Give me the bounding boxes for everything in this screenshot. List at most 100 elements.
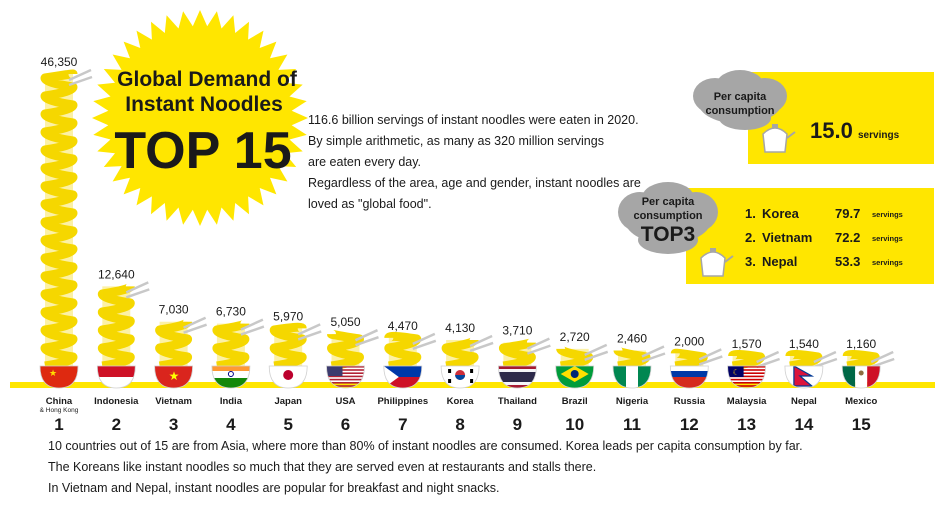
description-line: loved as "global food".: [308, 197, 432, 211]
bar-group: 2,000 Russia 12: [669, 334, 723, 434]
value-label: 4,470: [388, 319, 418, 333]
top3-value-3: 53.3: [835, 254, 860, 269]
noodle-bar-fill: [331, 334, 360, 366]
bar-group: 2,460 Nigeria 11: [612, 332, 666, 434]
category-label: Brazil: [562, 396, 588, 407]
bar-group: 1,160 Mexico 15: [841, 337, 895, 434]
category-label: India: [220, 396, 243, 407]
title-badge: Global Demand of Instant Noodles TOP 15: [92, 10, 308, 226]
top3-country-1: Korea: [762, 206, 800, 221]
bar-group: 4,470 Philippines 7: [377, 319, 437, 434]
value-label: 1,160: [846, 337, 876, 351]
rank-label: 4: [226, 415, 236, 434]
bar-group: 4,130 Korea 8: [440, 321, 494, 434]
noodle-bar-fill: [102, 286, 131, 366]
chopstick-icon: [68, 75, 93, 87]
noodle-bar-fill: [732, 356, 761, 366]
per-capita-value: 15.0: [810, 118, 853, 143]
chopstick-icon: [584, 350, 609, 362]
chopstick-icon: [125, 288, 150, 299]
rank-label: 12: [680, 415, 699, 434]
chopstick-icon: [68, 68, 92, 82]
noodle-bar-fill: [216, 323, 245, 366]
chopstick-icon: [354, 329, 379, 342]
noodle-bar-fill: [789, 356, 818, 366]
top3-unit-1: servings: [872, 210, 903, 219]
noodle-bar: [269, 322, 307, 371]
value-label: 1,540: [789, 337, 819, 351]
noodle-bar-fill: [45, 74, 73, 366]
category-label: Korea: [447, 396, 475, 407]
chopstick-icon: [698, 348, 722, 361]
rank-label: 11: [623, 415, 641, 434]
chopstick-icon: [297, 323, 321, 336]
noodle-bar-fill: [675, 353, 704, 366]
category-label: Philippines: [377, 396, 428, 407]
top3-rank-2: 2.: [745, 230, 756, 245]
value-label: 12,640: [98, 267, 135, 281]
description-line: 116.6 billion servings of instant noodle…: [308, 113, 639, 127]
chopstick-icon: [183, 323, 208, 334]
bar-group: 5,970 Japan 5: [268, 309, 322, 434]
chopstick-icon: [183, 316, 207, 329]
footer-line: In Vietnam and Nepal, instant noodles ar…: [48, 481, 500, 495]
noodle-bar-fill: [503, 342, 532, 366]
chopstick-icon: [469, 341, 494, 353]
top3-rank-1: 1.: [745, 206, 756, 221]
india-flag: [211, 365, 251, 389]
bar-group: 5,050 USA 6: [326, 315, 379, 434]
bar-group: 12,640 Indonesia 2: [94, 267, 150, 434]
top3-unit-3: servings: [872, 258, 903, 267]
nepal-flag: [784, 365, 824, 389]
category-label: Japan: [274, 396, 302, 407]
value-label: 46,350: [41, 55, 78, 69]
category-label: Malaysia: [727, 396, 767, 407]
korea-flag: [440, 365, 480, 389]
bar-group: 7,030 ★ Vietnam 3: [154, 303, 208, 434]
chopstick-icon: [813, 350, 837, 364]
rank-label: 9: [513, 415, 522, 434]
title-line1: Global Demand of: [117, 68, 298, 91]
chopstick-icon: [412, 332, 436, 345]
chopstick-icon: [125, 281, 149, 294]
bar-group: 1,570 ☾ Malaysia 13: [727, 337, 781, 434]
top3-rank-3: 3.: [745, 254, 756, 269]
footer-line: The Koreans like instant noodles so much…: [48, 460, 597, 474]
chopstick-icon: [469, 334, 493, 348]
brazil-flag: [555, 365, 595, 389]
description-line: By simple arithmetic, as many as 320 mil…: [308, 134, 604, 148]
thailand-flag: [497, 365, 537, 389]
top3-box: [686, 188, 934, 284]
bar-group: 6,730 India 4: [211, 305, 265, 434]
top3-label-3: TOP3: [641, 223, 695, 246]
malaysia-flag: ☾: [727, 365, 767, 389]
top3-value-2: 72.2: [835, 230, 860, 245]
svg-text:★: ★: [49, 368, 57, 378]
noodle-bar-fill: [446, 339, 475, 366]
noodle-bar: [212, 319, 250, 371]
rank-label: 7: [398, 415, 407, 434]
value-label: 2,460: [617, 332, 647, 346]
category-label: Vietnam: [155, 396, 192, 407]
description: 116.6 billion servings of instant noodle…: [308, 110, 678, 215]
japan-flag: [268, 365, 308, 389]
noodle-bar: [155, 319, 193, 371]
chopstick-icon: [584, 343, 608, 357]
description-line: are eaten every day.: [308, 155, 422, 169]
chopstick-icon: [870, 350, 894, 364]
value-label: 3,710: [502, 324, 532, 338]
mexico-flag: [841, 365, 881, 389]
footer-notes: 10 countries out of 15 are from Asia, wh…: [48, 436, 928, 499]
sunburst-shape: [92, 10, 308, 226]
rank-label: 5: [283, 415, 292, 434]
chopstick-icon: [698, 355, 723, 366]
per-capita-panel: Per capita consumption 15.0 servings: [693, 70, 934, 164]
noodle-bar: [613, 346, 651, 371]
top3-label-1: Per capita: [642, 196, 695, 208]
chopstick-icon: [641, 345, 665, 358]
noodle-bar: [728, 350, 766, 371]
chopstick-icon: [355, 336, 379, 347]
noodle-bar-fill: [847, 356, 876, 366]
value-label: 5,050: [330, 315, 360, 329]
svg-text:★: ★: [169, 369, 180, 383]
